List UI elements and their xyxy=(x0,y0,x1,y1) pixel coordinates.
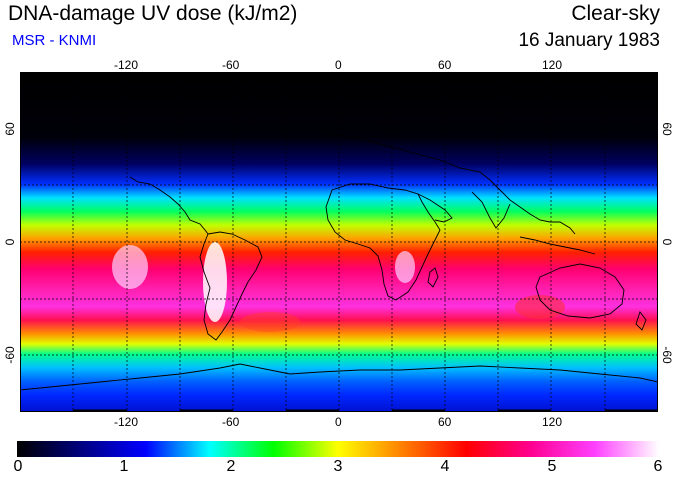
colorbar-gradient xyxy=(17,441,659,457)
graticule xyxy=(20,72,658,412)
right-lat-tick-label: 0 xyxy=(660,238,674,246)
top-lon-tick-label: 120 xyxy=(542,58,563,72)
uv-dose-map xyxy=(20,72,658,412)
colorbar-tick-label: 3 xyxy=(333,458,343,475)
map-date: 16 January 1983 xyxy=(518,30,660,51)
left-lat-tick-label: -60 xyxy=(3,346,17,364)
colorbar-tick-label: 5 xyxy=(547,458,557,475)
sky-condition-label: Clear-sky xyxy=(571,2,660,25)
bottom-lon-tick-label: 60 xyxy=(438,415,452,429)
coastlines xyxy=(20,131,658,391)
india-coast xyxy=(471,191,511,229)
colorbar-tick-label: 1 xyxy=(119,458,129,475)
bottom-lon-tick-label: 0 xyxy=(335,415,342,429)
eurasia-coast xyxy=(319,131,576,235)
antarctica-coast xyxy=(20,363,658,391)
uv-hotspot xyxy=(112,245,148,289)
top-lon-tick-label: -120 xyxy=(114,58,139,72)
map-title: DNA-damage UV dose (kJ/m2) xyxy=(8,2,298,25)
colorbar-tick-label: 0 xyxy=(13,458,23,475)
top-lon-tick-label: 0 xyxy=(335,58,342,72)
data-source-label: MSR - KNMI xyxy=(12,32,97,49)
arabia-coast xyxy=(417,193,453,223)
right-lat-tick-label: 60 xyxy=(660,122,674,136)
madagascar-coast xyxy=(427,267,439,288)
colorbar-tick-label: 4 xyxy=(440,458,450,475)
north-america-coast xyxy=(129,176,209,235)
bottom-lon-tick-label: 120 xyxy=(542,415,563,429)
uv-hotspot xyxy=(203,242,227,322)
right-lat-tick-label: -60 xyxy=(660,346,674,364)
bottom-lon-tick-label: -60 xyxy=(222,415,240,429)
left-lat-tick-label: 0 xyxy=(3,238,17,246)
bottom-lon-tick-label: -120 xyxy=(114,415,139,429)
uv-lowspot xyxy=(515,295,565,319)
south-america-coast xyxy=(199,231,263,341)
new-zealand-coast xyxy=(635,311,647,331)
uv-hotspot xyxy=(395,251,415,283)
top-lon-tick-label: 60 xyxy=(438,58,452,72)
left-lat-tick-label: 60 xyxy=(3,122,17,136)
top-lon-tick-label: -60 xyxy=(222,58,240,72)
indonesia-coast xyxy=(519,236,596,255)
uv-lowspot xyxy=(240,312,300,332)
australia-coast xyxy=(535,263,625,319)
colorbar-tick-label: 2 xyxy=(226,458,236,475)
map-frame xyxy=(20,72,658,412)
colorbar-tick-label: 6 xyxy=(653,458,663,475)
africa-coast xyxy=(325,183,441,301)
colorbar xyxy=(17,441,659,457)
